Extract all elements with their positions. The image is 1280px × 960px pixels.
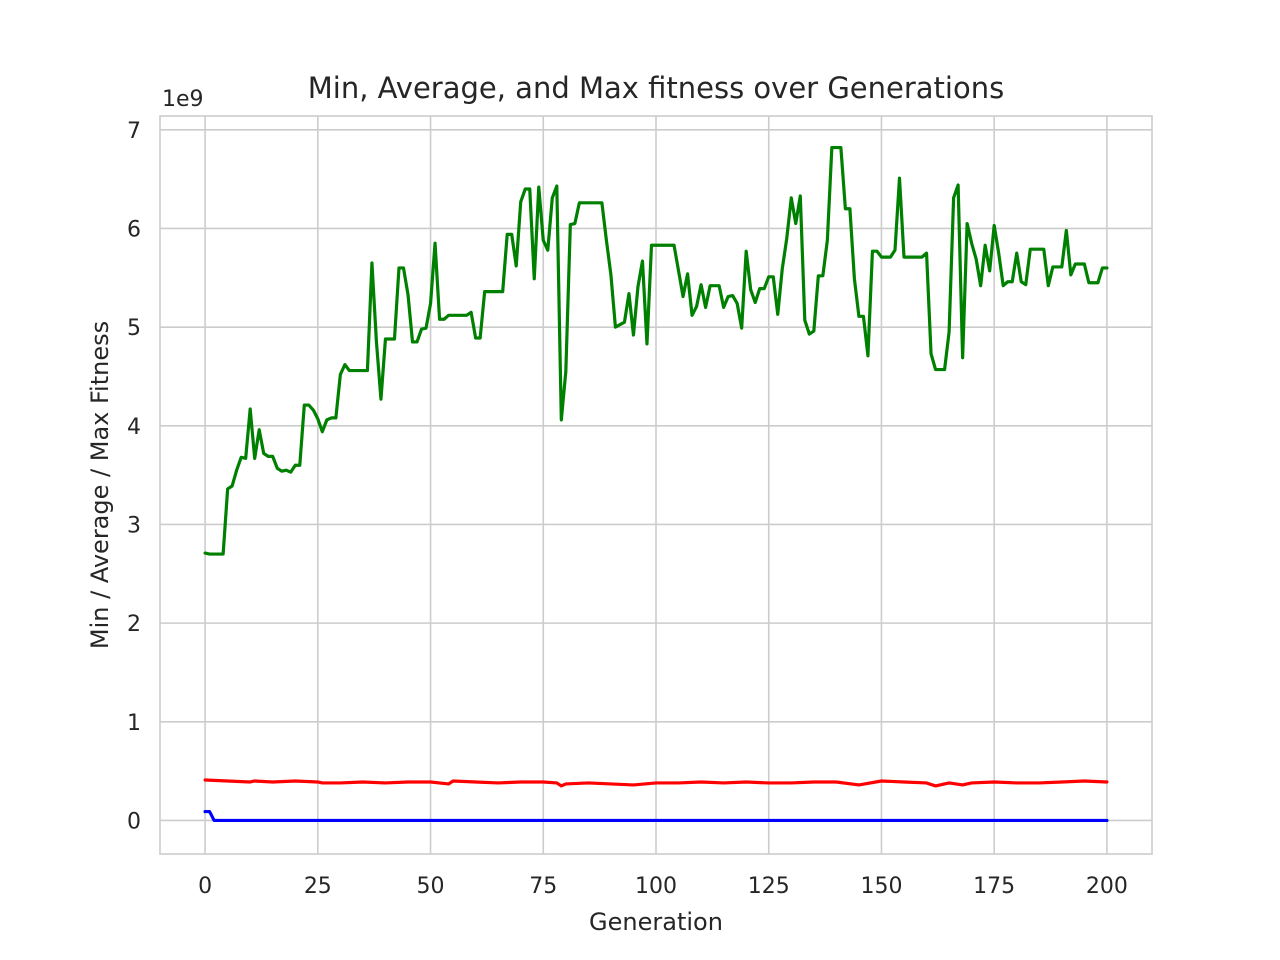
- series-lines: [203, 145, 1109, 823]
- x-axis-label: Generation: [589, 908, 723, 936]
- grid: [160, 116, 1152, 854]
- y-tick-label: 1: [127, 711, 141, 736]
- series-line-average: [203, 778, 1109, 788]
- x-tick-labels: 0 25 50 75 100 125 150 175 200: [198, 874, 1128, 899]
- x-tick-label: 100: [635, 874, 677, 899]
- plot-frame: [159, 115, 1153, 855]
- y-tick-labels: 0 1 2 3 4 5 6 7: [127, 119, 141, 835]
- y-tick-label: 2: [127, 612, 141, 637]
- x-tick-label: 25: [304, 874, 332, 899]
- y-tick-label: 0: [127, 809, 141, 834]
- y-tick-label: 5: [127, 316, 141, 341]
- y-tick-label: 3: [127, 513, 141, 538]
- y-axis-label: Min / Average / Max Fitness: [86, 321, 114, 649]
- series-line-min: [203, 809, 1109, 823]
- y-tick-label: 6: [127, 217, 141, 242]
- x-tick-label: 75: [529, 874, 557, 899]
- x-tick-label: 150: [860, 874, 902, 899]
- y-tick-label: 7: [127, 119, 141, 144]
- series-line-max: [203, 145, 1109, 556]
- x-tick-label: 200: [1086, 874, 1128, 899]
- chart-title: Min, Average, and Max fitness over Gener…: [308, 71, 1004, 105]
- y-tick-label: 4: [127, 415, 141, 440]
- x-tick-label: 125: [748, 874, 790, 899]
- x-tick-label: 175: [973, 874, 1015, 899]
- x-tick-label: 50: [417, 874, 445, 899]
- x-tick-label: 0: [198, 874, 212, 899]
- y-axis-offset-label: 1e9: [162, 87, 204, 112]
